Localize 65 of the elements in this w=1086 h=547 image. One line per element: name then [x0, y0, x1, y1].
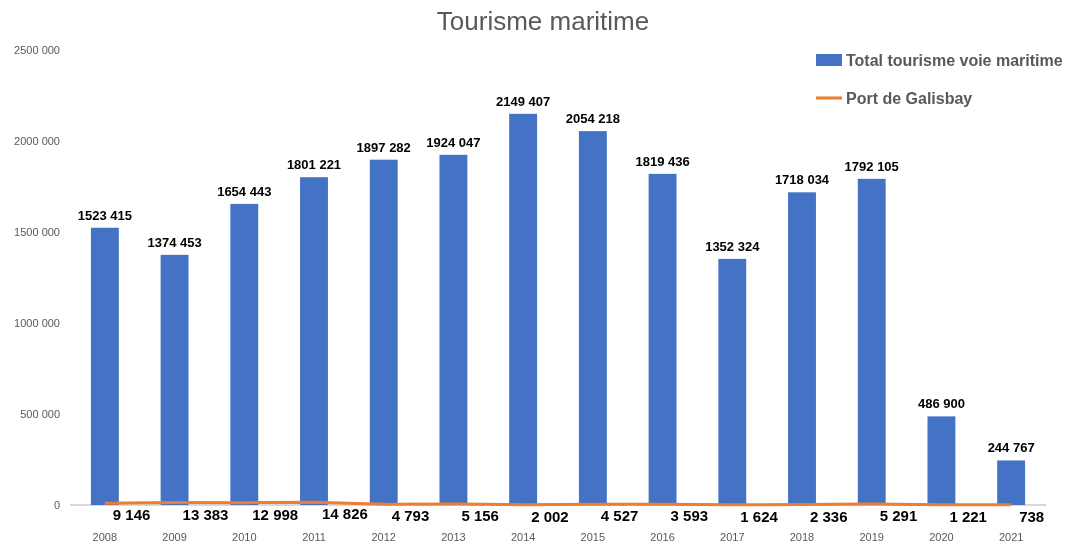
data-label: 1718 034: [774, 172, 830, 188]
data-label: 4 527: [600, 507, 639, 525]
bar: [648, 173, 677, 505]
data-label: 5 291: [879, 507, 918, 525]
x-tick-label: 2010: [232, 531, 257, 543]
data-label: 4 793: [391, 507, 430, 525]
y-tick-label: 1500 000: [14, 225, 60, 238]
x-tick-label: 2011: [302, 531, 326, 543]
data-label: 1819 436: [635, 153, 690, 169]
bar: [578, 131, 607, 505]
bar: [857, 178, 886, 505]
data-label: 2149 407: [496, 93, 551, 109]
x-tick-label: 2016: [650, 531, 675, 543]
data-label: 5 156: [461, 507, 499, 525]
y-tick-label: 500 000: [20, 407, 60, 420]
data-label: 1801 221: [286, 157, 342, 173]
data-label: 2054 218: [565, 111, 620, 127]
data-label: 1 624: [740, 507, 779, 525]
data-label: 14 826: [322, 505, 368, 523]
bar: [90, 227, 119, 505]
x-tick-label: 2015: [580, 531, 606, 543]
data-label: 3 593: [670, 507, 709, 525]
bar: [369, 159, 398, 505]
y-tick-label: 0: [53, 498, 60, 511]
data-label: 1654 443: [217, 183, 272, 199]
bar: [997, 460, 1026, 505]
y-tick-label: 2500 000: [14, 43, 60, 56]
bar: [439, 154, 468, 505]
data-label: 1523 415: [77, 207, 132, 223]
data-label: 2 336: [810, 507, 848, 525]
chart-title: Tourisme maritime: [436, 6, 650, 36]
data-label: 1792 105: [844, 158, 899, 174]
bar: [230, 203, 259, 505]
data-label: 2 002: [531, 507, 569, 525]
x-tick-label: 2020: [929, 531, 954, 543]
x-tick-label: 2013: [441, 531, 466, 543]
legend-label: Port de Galisbay: [846, 89, 973, 107]
bar: [300, 177, 328, 505]
legend-label: Total tourisme voie maritime: [846, 51, 1063, 69]
x-tick-label: 2017: [720, 531, 745, 543]
bar: [788, 192, 816, 505]
x-tick-label: 2014: [510, 531, 536, 543]
data-label: 1352 324: [705, 238, 761, 254]
data-label: 1924 047: [426, 134, 481, 150]
data-label: 1897 282: [356, 139, 411, 155]
data-label: 12 998: [252, 505, 299, 523]
x-tick-label: 2021: [998, 531, 1024, 543]
x-tick-label: 2012: [371, 531, 396, 543]
x-tick-label: 2019: [859, 531, 884, 543]
bar: [927, 416, 956, 505]
data-label: 13 383: [182, 505, 229, 523]
data-label: 486 900: [917, 396, 965, 412]
bar: [718, 258, 747, 505]
data-label: 9 146: [112, 506, 151, 524]
data-label: 1374 453: [147, 234, 202, 250]
x-tick-label: 2008: [92, 531, 118, 543]
bar: [160, 254, 189, 505]
data-label: 738: [1019, 507, 1045, 525]
y-tick-label: 1000 000: [14, 316, 60, 329]
x-tick-label: 2018: [789, 531, 815, 543]
x-tick-label: 2009: [162, 531, 187, 543]
y-tick-label: 2000 000: [14, 134, 60, 147]
data-label: 1 221: [949, 507, 987, 525]
bar: [509, 113, 538, 505]
data-label: 244 767: [987, 440, 1035, 456]
